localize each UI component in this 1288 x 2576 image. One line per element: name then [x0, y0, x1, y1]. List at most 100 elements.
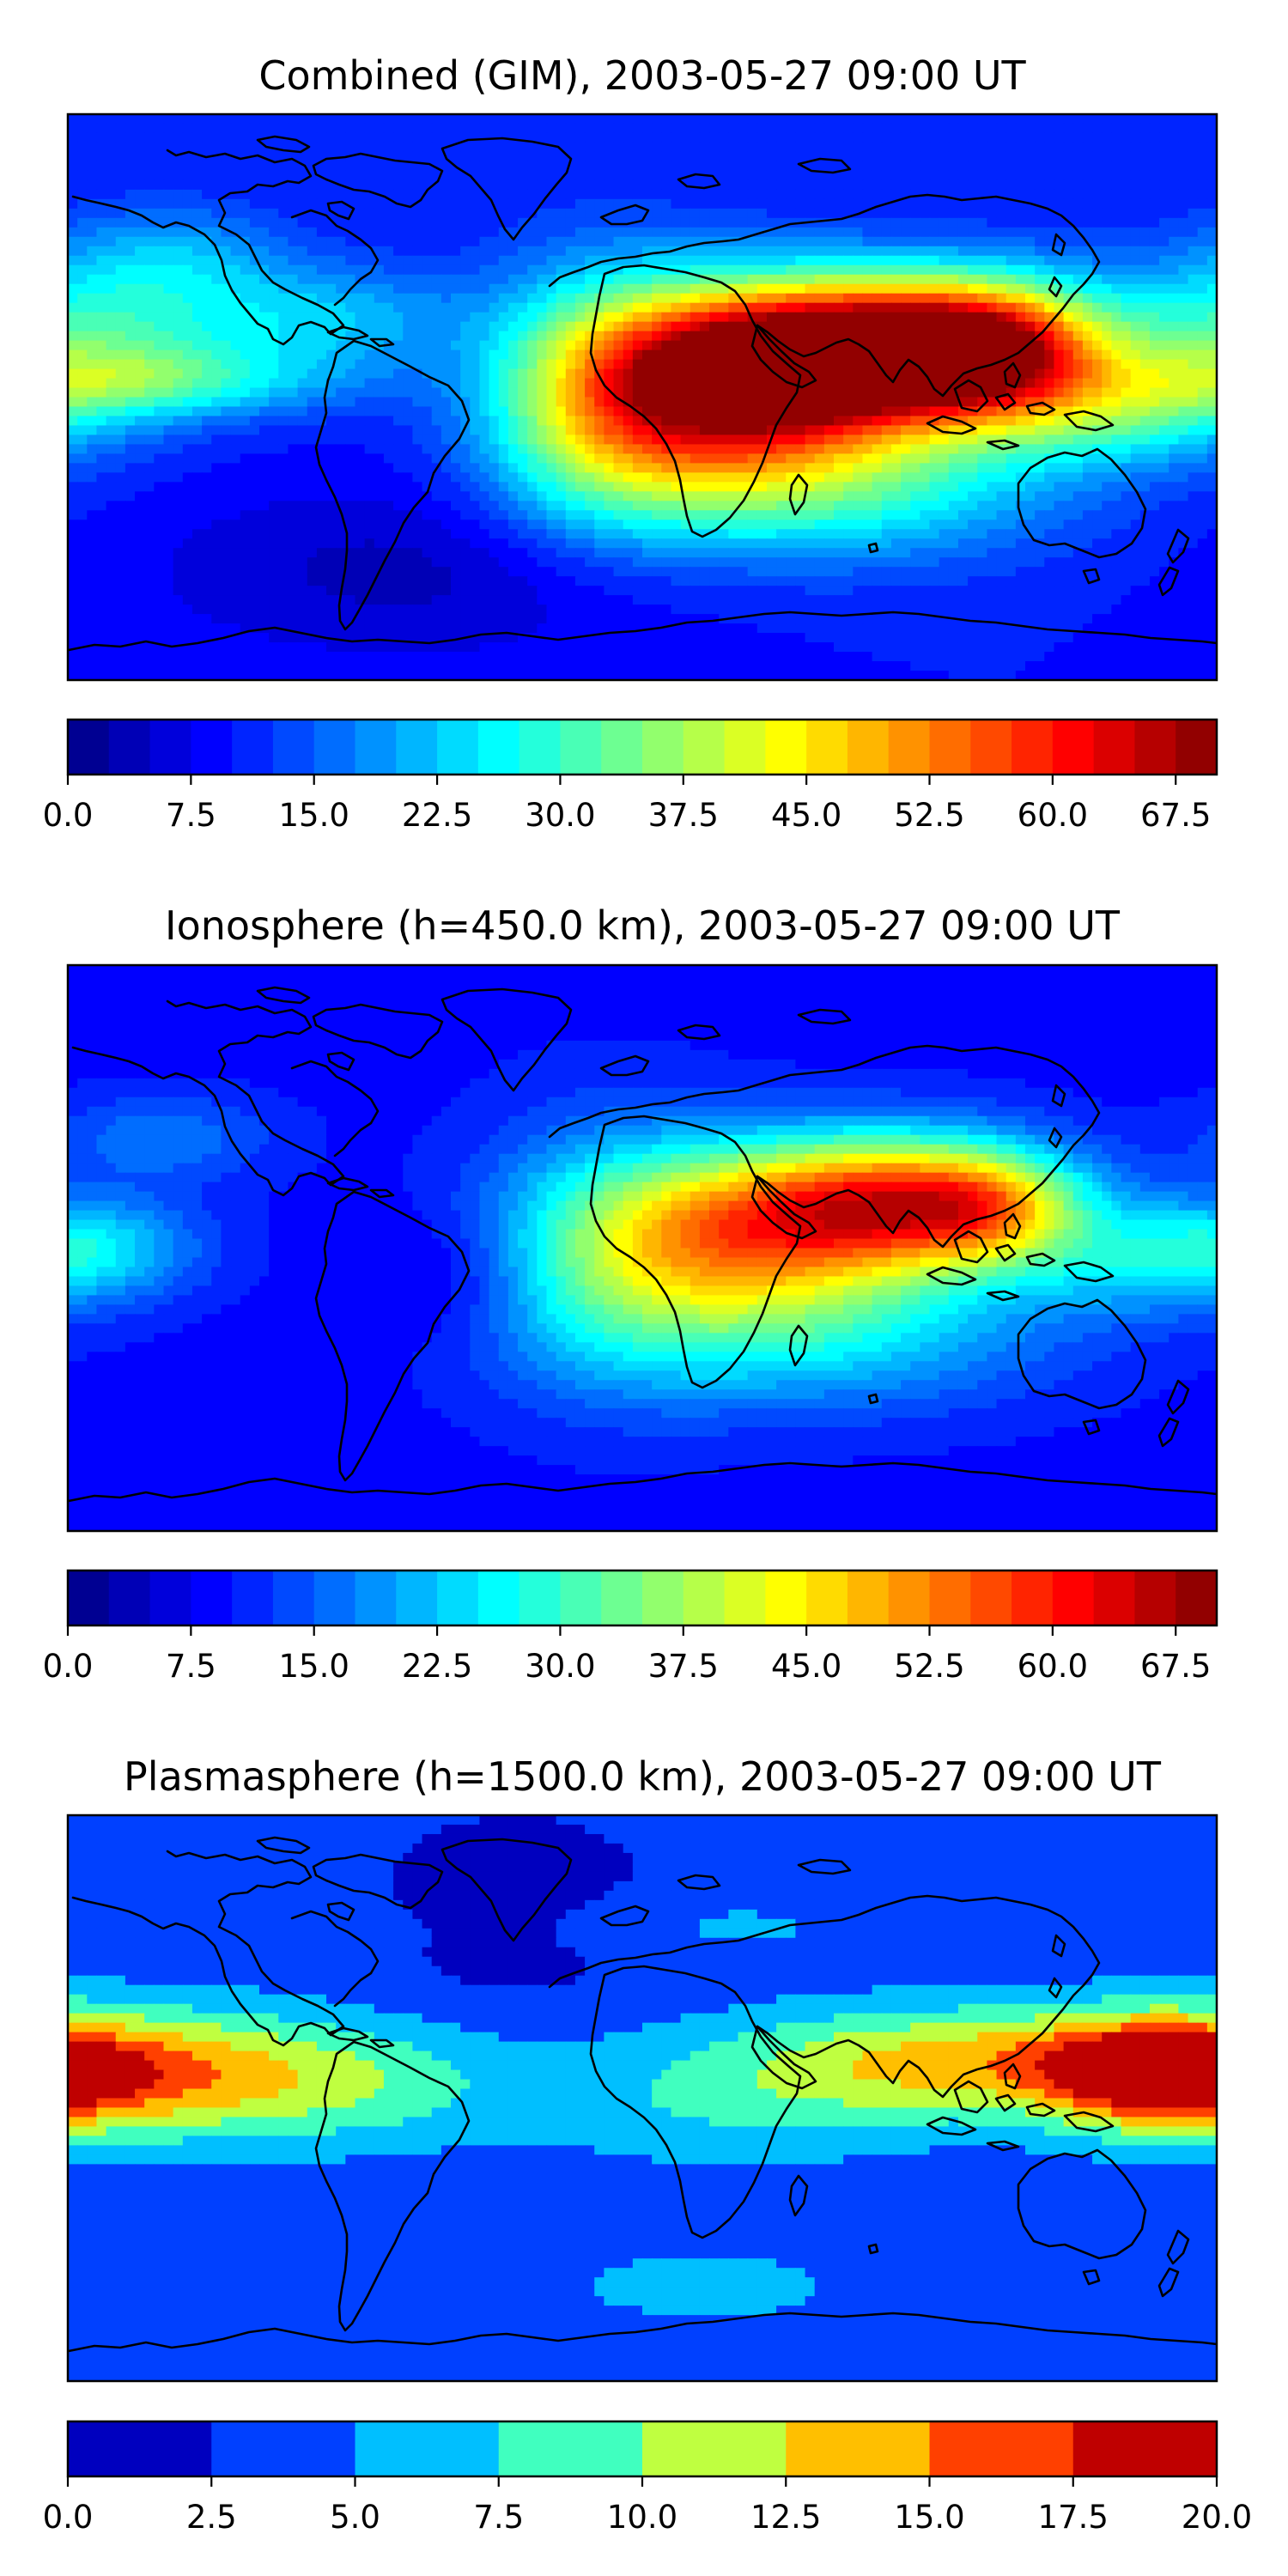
field-cell — [1063, 482, 1074, 492]
field-cell — [1044, 170, 1055, 181]
field-cell — [154, 359, 165, 370]
field-cell — [556, 378, 567, 389]
field-cell — [776, 161, 787, 172]
field-cell — [1054, 416, 1065, 427]
field-cell — [144, 321, 155, 332]
field-cell — [422, 331, 433, 342]
field-cell — [862, 331, 873, 342]
field-cell — [1130, 114, 1141, 125]
field-cell — [1005, 434, 1017, 446]
field-cell — [1015, 368, 1026, 380]
field-cell — [87, 312, 98, 323]
field-cell — [613, 368, 624, 380]
field-cell — [699, 434, 710, 446]
field-cell — [1092, 283, 1103, 295]
field-cell — [364, 142, 375, 153]
field-cell — [834, 378, 844, 389]
field-cell — [451, 425, 461, 436]
field-cell — [585, 114, 595, 125]
field-cell — [1005, 151, 1017, 162]
field-cell — [690, 312, 701, 323]
field-cell — [307, 368, 318, 380]
field-cell — [1025, 312, 1036, 323]
field-cell — [259, 293, 270, 304]
field-cell — [278, 387, 289, 398]
field-cell — [1054, 255, 1065, 266]
field-cell — [96, 189, 107, 200]
field-cell — [1188, 444, 1199, 454]
field-cell — [594, 302, 605, 313]
field-cell — [814, 189, 825, 200]
field-cell — [795, 123, 806, 134]
field-cell — [805, 151, 816, 162]
field-cell — [345, 189, 356, 200]
field-cell — [719, 501, 729, 511]
field-cell — [326, 151, 337, 162]
field-cell — [776, 132, 787, 143]
field-cell — [173, 472, 184, 483]
field-cell — [345, 274, 356, 285]
field-cell — [345, 246, 356, 257]
field-cell — [269, 283, 279, 295]
field-cell — [1130, 406, 1141, 417]
field-cell — [96, 434, 107, 446]
field-cell — [489, 217, 500, 228]
field-cell — [642, 501, 653, 511]
field-cell — [872, 387, 883, 398]
field-cell — [336, 302, 346, 313]
field-cell — [1121, 189, 1132, 200]
field-cell — [1005, 170, 1017, 181]
field-cell — [719, 227, 729, 238]
field-cell — [518, 378, 528, 389]
field-cell — [1206, 198, 1217, 210]
field-cell — [96, 368, 107, 380]
field-cell — [890, 283, 902, 295]
field-cell — [939, 132, 950, 143]
field-cell — [1121, 349, 1132, 361]
field-cell — [1005, 246, 1017, 257]
field-cell — [451, 264, 461, 276]
field-cell — [719, 274, 729, 285]
field-cell — [671, 321, 682, 332]
field-cell — [920, 123, 931, 134]
field-cell — [1188, 123, 1199, 134]
field-cell — [766, 142, 777, 153]
field-cell — [211, 208, 222, 219]
field-cell — [565, 142, 576, 153]
field-cell — [202, 482, 212, 492]
field-cell — [1188, 416, 1199, 427]
field-cell — [709, 472, 720, 483]
field-cell — [479, 482, 490, 492]
field-cell — [345, 491, 356, 501]
field-cell — [872, 236, 883, 247]
field-cell — [939, 198, 950, 210]
field-cell — [910, 283, 920, 295]
field-cell — [881, 340, 892, 351]
field-cell — [288, 453, 299, 464]
field-cell — [191, 151, 203, 162]
field-cell — [680, 444, 691, 454]
field-cell — [249, 123, 260, 134]
field-cell — [240, 434, 251, 446]
field-cell — [537, 397, 548, 408]
field-cell — [1035, 189, 1045, 200]
field-cell — [364, 425, 375, 436]
field-cell — [1054, 434, 1065, 446]
field-cell — [786, 151, 796, 162]
field-cell — [403, 227, 413, 238]
field-cell — [182, 501, 193, 511]
field-cell — [422, 255, 433, 266]
field-cell — [163, 482, 174, 492]
field-cell — [68, 321, 78, 332]
field-cell — [191, 274, 203, 285]
field-cell — [191, 378, 203, 389]
field-cell — [738, 293, 749, 304]
field-cell — [479, 283, 490, 295]
field-cell — [1121, 132, 1132, 143]
field-cell — [221, 425, 232, 436]
field-cell — [507, 434, 519, 446]
field-cell — [795, 368, 806, 380]
field-cell — [1206, 293, 1217, 304]
field-cell — [507, 501, 519, 511]
field-cell — [1197, 349, 1208, 361]
